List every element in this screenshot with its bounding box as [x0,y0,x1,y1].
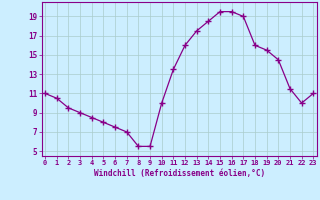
X-axis label: Windchill (Refroidissement éolien,°C): Windchill (Refroidissement éolien,°C) [94,169,265,178]
